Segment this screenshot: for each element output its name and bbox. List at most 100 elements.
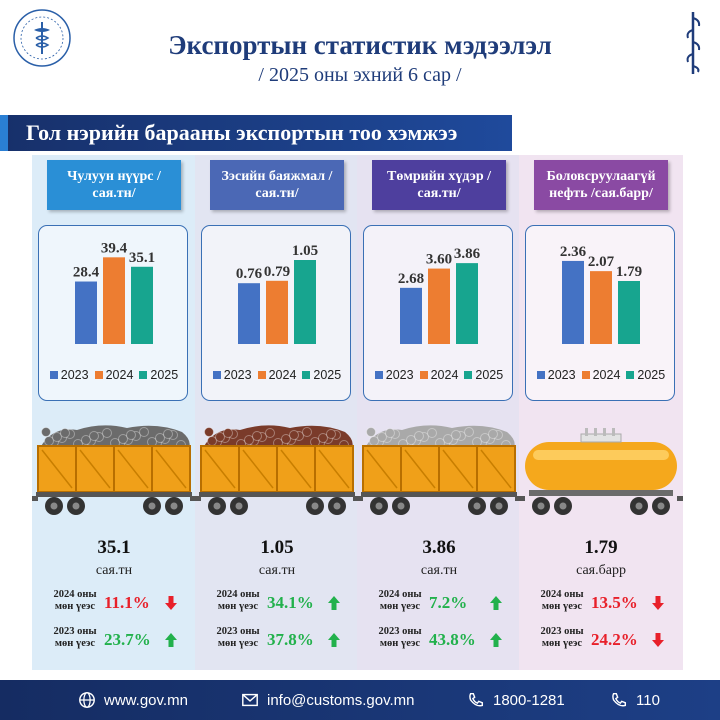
bar-value-label: 0.76 <box>236 266 263 282</box>
arrow-up-icon <box>328 633 340 647</box>
page-title: Экспортын статистик мэдээлэл <box>168 30 552 60</box>
tank-body <box>525 442 677 490</box>
legend-item: 2023 <box>536 368 576 382</box>
change-label: 2023 оны мөн үеэс <box>216 626 260 649</box>
legend-label: 2025 <box>150 368 179 382</box>
legend-swatch <box>626 371 635 379</box>
footer-web[interactable]: www.gov.mn <box>78 691 188 709</box>
change-vs-2024: 2024 оны мөн үеэс 7.2% <box>375 589 515 619</box>
bar-chart-svg: 2.362.071.79 <box>560 244 642 344</box>
legend-label: 2023 <box>547 368 576 382</box>
total-unit: сая.тн <box>258 563 296 578</box>
chart-legend: 2023 2024 2025 <box>202 368 352 382</box>
bar-chart: 28.4 39.4 35.1 2023 2024 2025 <box>38 225 188 401</box>
legend-item: 2024 <box>581 368 620 382</box>
change-label: 2023 оны мөн үеэс <box>53 626 97 649</box>
freight-wagon-icon <box>195 425 359 515</box>
bar-value-label: 2.36 <box>560 244 587 260</box>
bar-value-label: 0.79 <box>264 264 290 280</box>
change-vs-2024: 2024 оны мөн үеэс 13.5% <box>537 589 677 619</box>
change-label: 2024 оны мөн үеэс <box>216 589 260 612</box>
bar-value-label: 3.86 <box>454 246 481 262</box>
legend-label: 2025 <box>637 368 666 382</box>
legend-label: 2025 <box>475 368 504 382</box>
legend-item: 2023 <box>374 368 414 382</box>
bar-value-label: 35.1 <box>129 250 155 266</box>
bar-2023 <box>75 281 97 344</box>
chart-legend: 2023 2024 2025 <box>39 368 189 382</box>
footer-email-text: info@customs.gov.mn <box>267 691 415 709</box>
legend-swatch <box>49 371 58 379</box>
arrow-down-icon <box>652 633 664 647</box>
footer-web-text: www.gov.mn <box>104 691 188 709</box>
bar-2025 <box>618 280 640 344</box>
legend-swatch <box>139 371 148 379</box>
total-value: 35.1 <box>97 537 131 558</box>
legend-swatch <box>94 371 103 379</box>
commodity-label: Зэсийн баяжмал /сая.тн/ <box>210 160 344 210</box>
bar-chart-svg: 0.76 0.791.05 <box>236 243 318 344</box>
change-vs-2024: 2024 оны мөн үеэс 34.1% <box>213 589 353 619</box>
change-percent: 24.2% <box>591 630 638 649</box>
legend-item: 2025 <box>464 368 503 382</box>
legend-label: 2024 <box>268 368 297 382</box>
commodity-label: Чулуун нүүрс /сая.тн/ <box>47 160 181 210</box>
total-value: 3.86 <box>422 537 456 558</box>
freight-wagon-icon <box>357 425 521 515</box>
legend-label: 2024 <box>430 368 459 382</box>
commodity-label: Төмрийн хүдэр /сая.тн/ <box>372 160 506 210</box>
change-percent: 43.8% <box>429 630 476 649</box>
total-value: 1.05 <box>260 537 294 558</box>
tank-wagon-icon <box>519 428 683 515</box>
mail-icon <box>242 693 258 707</box>
footer-phone[interactable]: 1800-1281 <box>467 691 565 709</box>
footer-hotline[interactable]: 110 <box>610 691 660 709</box>
legend-item: 2023 <box>49 368 89 382</box>
freight-wagon-icon <box>32 425 196 515</box>
phone-icon <box>469 692 484 707</box>
total-unit: сая.тн <box>95 563 133 578</box>
bar-chart-svg: 28.439.435.1 <box>73 240 155 344</box>
bar-2024 <box>103 257 125 344</box>
bar-value-label: 2.07 <box>588 254 615 270</box>
total-value: 1.79 <box>584 537 618 558</box>
total-unit: сая.барр <box>576 563 626 578</box>
arrow-up-icon <box>490 633 502 647</box>
cargo-heap <box>203 425 353 450</box>
change-percent: 37.8% <box>267 630 314 649</box>
legend-item: 2025 <box>626 368 665 382</box>
change-percent: 11.1% <box>104 593 150 612</box>
chart-legend: 2023 2024 2025 <box>364 368 514 382</box>
section-title: Гол нэрийн барааны экспортын тоо хэмжээ <box>26 120 458 145</box>
bar-value-label: 28.4 <box>73 265 100 281</box>
legend-swatch <box>536 371 545 379</box>
bar-value-label: 3.60 <box>426 252 452 268</box>
globe-icon <box>79 692 95 708</box>
legend-item: 2024 <box>419 368 459 382</box>
change-label: 2023 оны мөн үеэс <box>540 626 584 649</box>
arrow-down-icon <box>652 596 664 610</box>
legend-swatch <box>464 371 473 379</box>
legend-item: 2024 <box>257 368 297 382</box>
bar-value-label: 2.68 <box>398 271 424 287</box>
legend-item: 2024 <box>94 368 133 382</box>
bar-2023 <box>238 283 260 344</box>
bar-chart-svg: 2.683.60 3.86 <box>398 246 481 344</box>
change-label: 2024 оны мөн үеэс <box>378 589 422 612</box>
legend-swatch <box>212 371 221 379</box>
legend-swatch <box>302 371 311 379</box>
bar-chart: 0.76 0.79 1.05 2023 2024 2025 <box>201 225 351 401</box>
legend-label: 2023 <box>223 368 252 382</box>
tank-hatch <box>580 433 622 443</box>
footer-phone-text: 1800-1281 <box>493 691 565 709</box>
bar-2023 <box>400 287 422 344</box>
bar-2024 <box>428 268 450 344</box>
change-label: 2024 оны мөн үеэс <box>53 589 97 612</box>
bar-2025 <box>131 266 153 344</box>
phone-icon <box>612 692 627 707</box>
customs-logo-icon <box>13 9 71 67</box>
bar-value-label: 1.79 <box>616 264 642 280</box>
change-percent: 23.7% <box>104 630 151 649</box>
footer-email[interactable]: info@customs.gov.mn <box>241 691 415 709</box>
legend-swatch <box>581 371 590 379</box>
